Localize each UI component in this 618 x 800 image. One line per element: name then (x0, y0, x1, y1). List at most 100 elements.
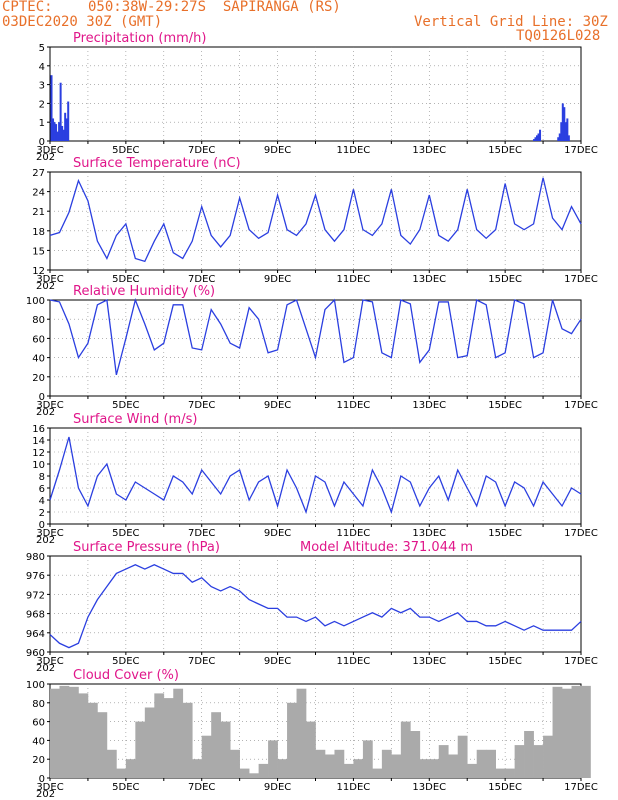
panel-title: Surface Temperature (nC) (73, 156, 241, 171)
data-bar (64, 112, 67, 141)
x-year-fragment: 202 (36, 152, 55, 163)
panel-frame (49, 46, 582, 142)
y-tick-label: 0 (39, 392, 45, 403)
x-tick-label: 5DEC (112, 656, 139, 667)
data-bar (50, 688, 60, 778)
data-bar (400, 721, 411, 778)
data-bar (567, 135, 570, 141)
x-tick-label: 3DEC (36, 528, 63, 539)
data-bar (486, 749, 496, 778)
header-org: CPTEC: (2, 0, 53, 15)
data-bar (59, 685, 70, 778)
y-tick-label: 12 (32, 448, 45, 459)
panel-title: Relative Humidity (%) (73, 284, 215, 299)
data-bar (230, 749, 240, 778)
data-bar (372, 768, 383, 778)
x-tick-label: 11DEC (337, 400, 371, 411)
x-tick-label: 7DEC (188, 400, 215, 411)
y-tick-label: 10 (32, 460, 45, 471)
y-tick-label: 100 (26, 296, 45, 307)
data-bar (448, 754, 459, 778)
y-tick-label: 20 (32, 373, 45, 384)
data-bar (59, 82, 62, 141)
data-bar (239, 768, 250, 778)
data-bar (125, 759, 136, 778)
x-year-fragment: 202 (36, 281, 55, 292)
data-bar (560, 122, 563, 141)
x-tick-label: 11DEC (337, 528, 371, 539)
data-bar (536, 135, 539, 141)
y-tick-label: 40 (32, 354, 45, 365)
x-tick-label: 7DEC (188, 528, 215, 539)
data-bar (564, 122, 567, 141)
data-bar (566, 118, 569, 141)
data-bar (581, 685, 591, 778)
x-tick-label: 15DEC (488, 782, 522, 793)
x-tick-label: 5DEC (112, 528, 139, 539)
y-tick-label: 80 (32, 315, 45, 326)
x-tick-label: 9DEC (264, 274, 291, 285)
x-tick-label: 15DEC (488, 400, 522, 411)
x-year-fragment: 202 (36, 789, 55, 800)
y-tick-label: 3 (39, 81, 45, 92)
y-tick-label: 80 (32, 699, 45, 710)
data-bar (306, 721, 316, 778)
panel-annotation: Model Altitude: 371.044 m (300, 540, 473, 555)
data-bar (571, 685, 582, 778)
data-bar (50, 75, 53, 141)
y-tick-label: 2 (39, 99, 45, 110)
x-tick-label: 7DEC (188, 656, 215, 667)
data-bar (201, 735, 212, 778)
header-run: 03DEC2020 30Z (GMT) (2, 14, 163, 30)
series-line (49, 564, 582, 649)
data-bar (563, 107, 566, 141)
data-bar (532, 139, 535, 141)
data-bar (381, 749, 392, 778)
series-line (49, 297, 582, 376)
data-bar (419, 759, 430, 778)
y-tick-label: 0 (39, 520, 45, 531)
y-tick-label: 976 (26, 571, 45, 582)
data-bar (562, 688, 572, 778)
panel-title: Cloud Cover (%) (73, 668, 179, 683)
y-tick-label: 964 (26, 629, 45, 640)
x-tick-label: 11DEC (337, 656, 371, 667)
y-tick-label: 24 (32, 188, 45, 199)
x-tick-label: 15DEC (488, 274, 522, 285)
data-bar (182, 702, 193, 778)
y-tick-label: 960 (26, 648, 45, 659)
data-bar (539, 129, 542, 141)
data-bar (324, 754, 335, 778)
data-bar (543, 735, 553, 778)
y-tick-label: 4 (39, 62, 45, 73)
x-tick-label: 13DEC (412, 274, 446, 285)
x-tick-label: 9DEC (264, 528, 291, 539)
y-tick-label: 40 (32, 736, 45, 747)
data-bar (287, 702, 297, 778)
data-bar (353, 759, 364, 778)
x-tick-label: 9DEC (264, 400, 291, 411)
data-bar (65, 118, 68, 141)
data-bar (533, 745, 544, 778)
data-bar (192, 759, 203, 778)
data-bar (514, 745, 525, 778)
data-bar (410, 731, 421, 778)
data-bar (144, 707, 155, 778)
y-tick-label: 12 (32, 266, 45, 277)
data-bar (362, 740, 373, 778)
y-tick-label: 980 (26, 552, 45, 563)
y-tick-label: 60 (32, 334, 45, 345)
x-tick-label: 17DEC (564, 145, 598, 156)
x-tick-label: 5DEC (112, 274, 139, 285)
y-tick-label: 2 (39, 508, 45, 519)
y-tick-label: 14 (32, 436, 45, 447)
data-bar (552, 686, 563, 778)
data-bar (87, 702, 98, 778)
x-tick-label: 9DEC (264, 656, 291, 667)
data-bar (220, 721, 231, 778)
data-bar (78, 693, 89, 778)
header-code: TQ0126L028 (516, 28, 601, 44)
data-bar (557, 137, 560, 141)
x-tick-label: 17DEC (564, 400, 598, 411)
data-bar (53, 122, 56, 141)
